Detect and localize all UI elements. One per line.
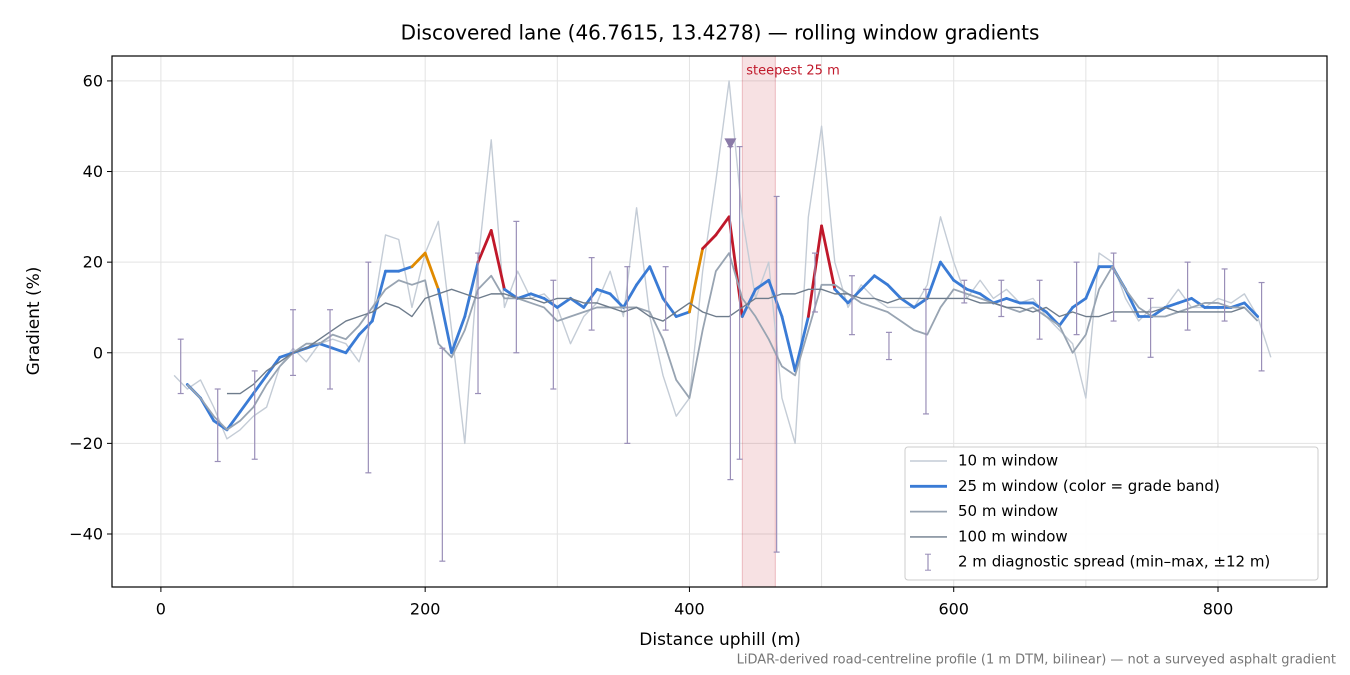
x-axis-label: Distance uphill (m) (639, 630, 800, 650)
series-segment (767, 278, 784, 318)
series-segment (1190, 296, 1207, 309)
series-segment (1163, 301, 1180, 309)
x-tick-label: 0 (156, 600, 166, 619)
series-segment (912, 296, 929, 309)
legend-label: 2 m diagnostic spread (min–max, ±12 m) (958, 553, 1270, 571)
series-segment (542, 296, 559, 309)
series-line (186, 252, 1259, 431)
series-segment (397, 265, 414, 273)
series-segment (648, 265, 665, 300)
legend-label: 100 m window (958, 527, 1068, 545)
series-segment (793, 315, 810, 373)
series-segment (516, 292, 533, 300)
series-segment (450, 315, 467, 355)
series-segment (423, 251, 440, 291)
series-segment (714, 215, 731, 237)
series-segment (503, 287, 520, 300)
series-segment (238, 392, 255, 414)
series-segment (1005, 296, 1022, 305)
series-line (226, 288, 1245, 395)
peak-marker (724, 138, 737, 150)
series-segment (925, 260, 942, 300)
series-segment (1176, 296, 1193, 305)
x-tick-label: 800 (1203, 600, 1234, 619)
y-tick-label: −20 (69, 434, 103, 453)
series-segment (1084, 265, 1101, 300)
series-segment (569, 296, 586, 309)
y-axis-label: Gradient (%) (24, 267, 44, 376)
series-segment (476, 229, 493, 264)
series-segment (410, 251, 427, 269)
y-tick-label: 0 (93, 343, 103, 362)
series-segment (899, 296, 916, 309)
footnote: LiDAR-derived road-centreline profile (1… (737, 653, 1336, 668)
series-segment (820, 224, 837, 291)
series-segment (965, 287, 982, 296)
series-segment (344, 333, 361, 355)
x-tick-label: 400 (674, 600, 705, 619)
series-segment (754, 278, 771, 291)
series-segment (582, 287, 599, 309)
series-segment (674, 310, 691, 318)
series-segment (727, 215, 744, 318)
series-segment (436, 287, 453, 355)
series-segment (780, 315, 797, 373)
y-tick-label: 60 (83, 71, 103, 90)
series-segment (463, 260, 480, 318)
highlight-label: steepest 25 m (746, 64, 839, 79)
series-segment (886, 283, 903, 300)
series-segment (701, 233, 718, 250)
series-segment (635, 265, 652, 287)
series-segment (859, 274, 876, 291)
series-segment (1071, 296, 1088, 309)
y-tick-label: 40 (83, 162, 103, 181)
legend-label: 50 m window (958, 502, 1058, 520)
series-segment (595, 287, 612, 296)
y-tick-label: −40 (69, 524, 103, 543)
series-segment (357, 319, 374, 337)
series-segment (1243, 301, 1260, 318)
series-segment (608, 292, 625, 309)
series-segment (251, 374, 269, 395)
y-tick-label: 20 (83, 253, 103, 272)
series-segment (939, 260, 956, 282)
legend-label: 25 m window (color = grade band) (958, 477, 1220, 495)
legend-box (904, 446, 1319, 581)
chart-title: Discovered lane (46.7615, 13.4278) — rol… (401, 21, 1040, 45)
series-line (173, 80, 1272, 445)
series-segment (621, 283, 638, 309)
series-segment (370, 269, 387, 323)
x-tick-label: 600 (938, 600, 969, 619)
plot-frame (111, 55, 1328, 588)
series-segment (529, 292, 546, 300)
legend-label: 10 m window (958, 452, 1058, 470)
series-segment (489, 229, 506, 291)
series-segment (1150, 306, 1167, 318)
series-segment (991, 296, 1008, 305)
series-segment (833, 287, 850, 305)
series-segment (873, 274, 890, 287)
series-segment (225, 410, 242, 432)
series-segment (331, 346, 348, 355)
series-segment (688, 247, 705, 314)
series-segment (555, 296, 572, 309)
series-segment (318, 342, 335, 350)
series-segment (1058, 306, 1075, 327)
x-tick-label: 200 (410, 600, 441, 619)
